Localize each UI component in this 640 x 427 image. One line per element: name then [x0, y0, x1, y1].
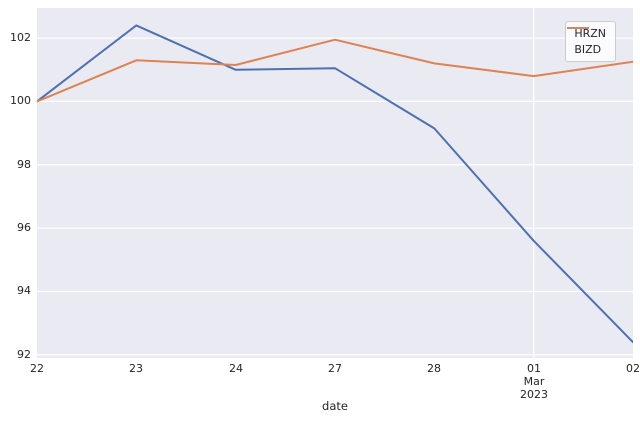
plot-canvas	[37, 8, 633, 358]
y-tick-label: 100	[10, 94, 31, 107]
legend-entry-bizd: BIZD	[567, 27, 606, 56]
legend-label-hrzn: HRZN	[574, 27, 606, 40]
x-tick-label: 22	[30, 362, 44, 375]
line-hrzn	[37, 24, 633, 344]
y-tick-label: 102	[10, 31, 31, 44]
y-tick-label: 92	[17, 348, 31, 361]
plot-area: HRZN BIZD	[37, 8, 633, 358]
legend: HRZN BIZD	[565, 21, 616, 62]
line-bizd	[37, 38, 633, 103]
bizd-line-swatch-icon	[567, 27, 590, 29]
x-tick-label: 24	[229, 362, 243, 375]
x-tick-label: 02	[626, 362, 640, 375]
y-tick-label: 94	[17, 284, 31, 297]
y-tick-label: 96	[17, 221, 31, 234]
x-tick-label: 23	[129, 362, 143, 375]
legend-label-bizd: BIZD	[574, 43, 602, 56]
x-tick-label: 28	[427, 362, 441, 375]
x-axis-label: date	[322, 399, 348, 413]
y-tick-label: 98	[17, 158, 31, 171]
x-tick-label: 01 Mar 2023	[520, 362, 548, 401]
x-tick-label: 27	[328, 362, 342, 375]
